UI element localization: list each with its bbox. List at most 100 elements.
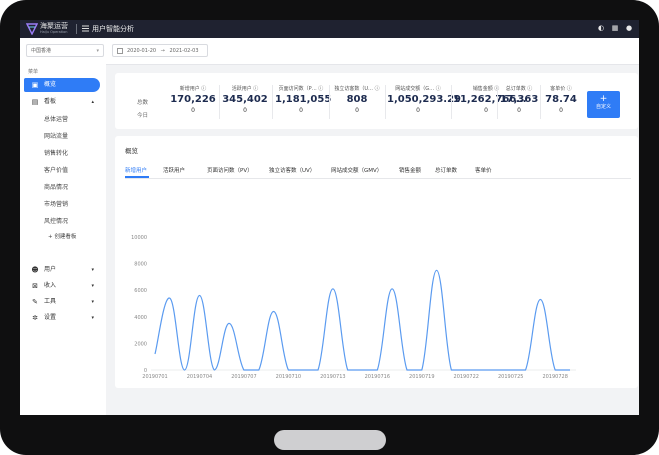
sidebar-item-dashboard[interactable]: ▤ 看板 ▴ — [24, 95, 100, 109]
stat-today: 0 — [299, 107, 303, 114]
logo-icon — [26, 23, 38, 35]
sidebar-item-tools[interactable]: ✎ 工具 ▾ — [24, 295, 100, 309]
tab-avg-order[interactable]: 客单价 — [475, 168, 492, 174]
stat-uv[interactable]: 独立访客数（U… ⓘ 808 0 — [331, 85, 383, 114]
sidebar-item-label: 收入 — [44, 282, 57, 289]
sidebar-subitem[interactable]: 网站流量 — [44, 133, 69, 140]
y-tick-label: 10000 — [131, 235, 147, 241]
sidebar-item-label: 设置 — [44, 314, 57, 321]
tab-new-users[interactable]: 新增用户 — [125, 168, 148, 174]
stat-total: 11,262,766… — [453, 94, 527, 105]
x-tick-label: 20190725 — [498, 374, 523, 380]
stat-sales[interactable]: 销售金额 ⓘ 11,262,766… 0 — [453, 85, 527, 114]
sidebar-subitem[interactable]: 商品情况 — [44, 184, 69, 191]
info-icon: ⓘ — [566, 86, 572, 92]
stat-today: 0 — [517, 107, 521, 114]
divider — [76, 24, 77, 34]
sidebar-subitem[interactable]: 风控情况 — [44, 218, 69, 225]
stat-gmv[interactable]: 网站成交额（G… ⓘ 1,050,293.29 0 — [387, 85, 461, 114]
x-tick-label: 20190701 — [142, 374, 167, 380]
sidebar-subitem[interactable]: 客户价值 — [44, 167, 69, 174]
stat-orders[interactable]: 总订单数 ⓘ 17,363 0 — [499, 85, 539, 114]
sidebar-subitem[interactable]: 销售转化 — [44, 150, 69, 157]
filter-bar: 中国香港 ▾ 2020-01-20 → 2021-02-03 — [20, 38, 639, 65]
stat-label: 客单价 — [550, 86, 566, 92]
divider — [272, 85, 273, 119]
tab-uv[interactable]: 独立访客数（UV） — [269, 168, 316, 174]
account-icon[interactable]: ● — [625, 24, 633, 32]
top-bar: 海聚运营 HaiJu Operation 用户智能分析 ◐ ▦ ● — [20, 20, 639, 38]
create-dashboard-label: 创建看板 — [54, 234, 77, 240]
sidebar-item-user[interactable]: ☻ 用户 ▾ — [24, 263, 100, 277]
region-value: 中国香港 — [31, 48, 52, 54]
stat-total: 78.74 — [545, 94, 577, 105]
stat-active-users[interactable]: 活跃用户 ⓘ 345,402 0 — [221, 85, 269, 114]
info-icon: ⓘ — [494, 86, 499, 92]
settings-icon: ✲ — [32, 314, 38, 322]
brand: 海聚运营 HaiJu Operation — [40, 22, 68, 34]
y-tick-label: 4000 — [134, 315, 147, 321]
tab-sales[interactable]: 销售金额 — [399, 168, 422, 174]
sidebar-item-income[interactable]: ⊠ 收入 ▾ — [24, 279, 100, 293]
sidebar-subitem[interactable]: 总体运营 — [44, 116, 69, 123]
home-button[interactable] — [274, 430, 386, 450]
stat-today: 0 — [559, 107, 563, 114]
stat-label: 总订单数 — [505, 86, 526, 92]
stat-today: 0 — [355, 107, 359, 114]
divider — [451, 85, 452, 119]
stat-new-users[interactable]: 新增用户 ⓘ 170,226 0 — [169, 85, 217, 114]
tools-icon: ✎ — [32, 298, 38, 306]
customize-button[interactable]: + 自定义 — [587, 91, 620, 118]
sidebar-item-label: 看板 — [44, 98, 57, 105]
stat-label: 销售金额 — [472, 86, 493, 92]
x-tick-label: 20190707 — [231, 374, 256, 380]
create-dashboard-button[interactable]: + 创建看板 — [48, 232, 76, 240]
tab-active-users[interactable]: 活跃用户 — [163, 168, 186, 174]
sidebar: 菜单 ▣ 概览 ▤ 看板 ▴ 总体运营 网站流量 销售转化 客户价值 商品情况 … — [20, 64, 106, 415]
top-icons: ◐ ▦ ● — [597, 24, 633, 32]
series-line — [154, 269, 570, 371]
brand-sub: HaiJu Operation — [40, 30, 68, 34]
sidebar-item-settings[interactable]: ✲ 设置 ▾ — [24, 311, 100, 325]
calendar-icon — [117, 48, 123, 54]
grid-icon[interactable]: ▦ — [611, 24, 619, 32]
divider — [385, 85, 386, 119]
date-end: 2021-02-03 — [169, 48, 199, 54]
info-icon: ⓘ — [527, 86, 533, 92]
tab-orders[interactable]: 总订单数 — [435, 168, 458, 174]
region-select[interactable]: 中国香港 ▾ — [26, 44, 104, 57]
plus-icon: + — [48, 234, 55, 240]
menu-icon[interactable] — [82, 25, 89, 32]
metric-tabs: 新增用户 活跃用户 页面访问数（PV） 独立访客数（UV） 网站成交额（GMV）… — [125, 164, 631, 179]
row-label-today: 今日 — [137, 113, 149, 119]
tab-gmv[interactable]: 网站成交额（GMV） — [331, 168, 383, 174]
tab-pv[interactable]: 页面访问数（PV） — [207, 168, 253, 174]
sidebar-item-label: 工具 — [44, 298, 57, 305]
stat-avg-order[interactable]: 客单价 ⓘ 78.74 0 — [542, 85, 580, 114]
y-axis: 0 2000 4000 6000 8000 10000 — [131, 235, 147, 374]
info-icon: ⓘ — [201, 86, 207, 92]
stat-label: 独立访客数（U… — [334, 86, 374, 92]
sidebar-item-overview[interactable]: ▣ 概览 — [24, 78, 100, 92]
date-range-picker[interactable]: 2020-01-20 → 2021-02-03 — [112, 44, 208, 57]
y-tick-label: 8000 — [134, 262, 147, 268]
sidebar-item-label: 用户 — [44, 266, 57, 273]
divider — [540, 85, 541, 119]
date-separator: → — [160, 48, 165, 54]
chart-section-title: 概览 — [125, 147, 138, 155]
info-icon: ⓘ — [318, 86, 324, 92]
overview-icon: ▣ — [31, 81, 39, 89]
stat-total: 17,363 — [499, 94, 539, 105]
divider — [497, 85, 498, 119]
x-tick-label: 20190728 — [542, 374, 567, 380]
sidebar-subitem[interactable]: 市场营销 — [44, 201, 69, 208]
theme-icon[interactable]: ◐ — [597, 24, 605, 32]
chevron-down-icon: ▾ — [96, 48, 99, 54]
stat-today: 0 — [416, 107, 420, 114]
stat-total: 1,181,055 — [275, 94, 332, 105]
stat-pv[interactable]: 页面访问数（P… ⓘ 1,181,055 0 — [275, 85, 332, 114]
stat-total: 345,402 — [222, 94, 268, 105]
info-icon: ⓘ — [374, 86, 380, 92]
